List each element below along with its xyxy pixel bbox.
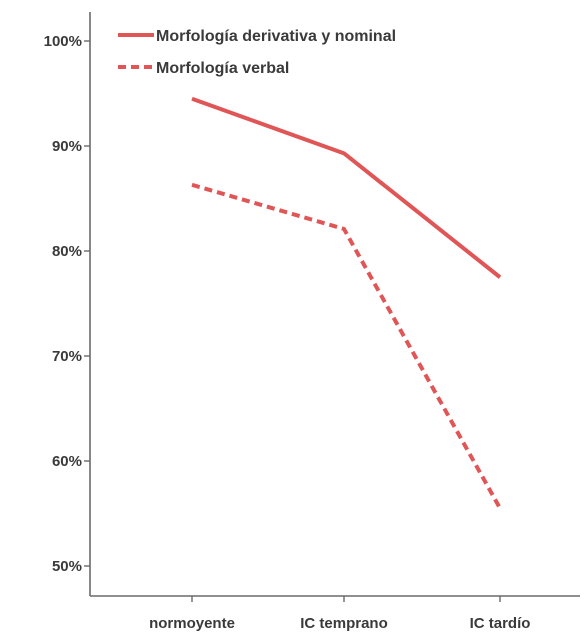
y-tick-label: 70% xyxy=(52,348,82,365)
series-lines xyxy=(191,96,502,510)
legend-label: Morfología verbal xyxy=(156,60,289,77)
x-tick-label: IC tardío xyxy=(470,615,531,632)
x-axis-ticks: normoyente IC temprano IC tardío xyxy=(149,596,530,632)
x-tick-label: IC temprano xyxy=(300,615,388,632)
y-tick-label: 50% xyxy=(52,558,82,575)
y-tick-label: 100% xyxy=(44,33,82,50)
axes xyxy=(89,12,580,597)
series-line-morfologia-verbal xyxy=(191,182,502,510)
y-tick-label: 60% xyxy=(52,453,82,470)
legend-label: Morfología derivativa y nominal xyxy=(156,28,396,45)
y-axis-ticks: 50% 60% 70% 80% 90% 100% xyxy=(44,33,90,575)
y-tick-label: 90% xyxy=(52,138,82,155)
x-tick-label: normoyente xyxy=(149,615,235,632)
y-tick-label: 80% xyxy=(52,243,82,260)
series-line-morfologia-derivativa-nominal xyxy=(191,96,502,279)
legend: Morfología derivativa y nominal Morfologí… xyxy=(118,28,396,77)
